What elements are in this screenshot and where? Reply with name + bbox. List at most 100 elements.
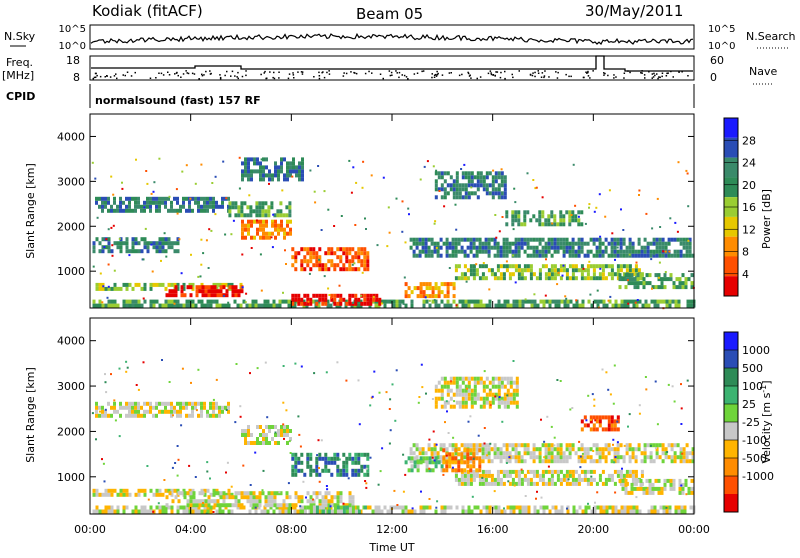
range-cell — [541, 481, 545, 486]
range-cell — [586, 249, 590, 254]
range-cell — [324, 251, 328, 256]
range-cell — [212, 204, 215, 209]
range-cell — [247, 425, 250, 429]
range-cell — [470, 175, 474, 180]
range-cell — [524, 299, 528, 304]
range-cell — [152, 303, 156, 308]
range-cell — [502, 276, 506, 281]
range-cell — [348, 263, 352, 268]
range-cell — [523, 477, 527, 482]
range-cell — [557, 303, 561, 308]
range-cell — [222, 499, 226, 504]
range-cell — [137, 303, 141, 308]
range-cell — [582, 267, 585, 270]
range-cell — [203, 488, 207, 493]
range-cell — [524, 298, 527, 301]
range-cell — [517, 237, 521, 242]
range-cell — [580, 276, 584, 281]
range-cell — [681, 452, 684, 455]
range-cell — [496, 473, 500, 478]
range-cell — [497, 400, 501, 405]
range-cell — [595, 206, 598, 209]
range-cell — [557, 271, 560, 274]
range-cell — [313, 372, 316, 375]
range-cell — [574, 451, 578, 456]
range-cell — [500, 171, 504, 176]
range-cell — [149, 282, 153, 287]
range-cell — [458, 299, 462, 304]
range-cell — [351, 259, 355, 264]
range-cell — [544, 222, 548, 227]
range-cell — [521, 303, 525, 308]
range-cell — [500, 396, 504, 401]
range-cell — [167, 505, 171, 510]
range-cell — [256, 157, 259, 162]
range-cell — [595, 249, 599, 254]
range-cell — [472, 253, 476, 258]
range-cell — [443, 380, 447, 385]
range-cell — [312, 499, 316, 504]
range-cell — [283, 433, 286, 437]
range-cell — [526, 447, 530, 452]
range-cell — [493, 481, 497, 486]
range-cell — [506, 505, 510, 510]
nave-dot — [353, 71, 355, 74]
range-cell — [446, 410, 448, 413]
range-cell — [299, 505, 302, 508]
range-cell — [378, 297, 382, 302]
range-cell — [559, 455, 563, 460]
range-cell — [104, 196, 107, 201]
range-cell — [428, 303, 432, 308]
range-cell — [428, 456, 432, 461]
range-cell — [301, 165, 304, 170]
range-cell — [345, 251, 349, 256]
range-cell — [297, 468, 301, 473]
range-cell — [275, 505, 279, 510]
range-cell — [210, 229, 213, 232]
range-cell — [443, 505, 447, 510]
range-cell — [315, 460, 319, 465]
range-cell — [547, 477, 551, 482]
range-cell — [637, 237, 641, 242]
range-cell — [472, 276, 476, 281]
range-cell — [499, 249, 503, 254]
range-cell — [308, 272, 311, 275]
range-cell — [285, 495, 289, 500]
range-cell — [237, 213, 241, 218]
range-cell — [324, 503, 328, 508]
range-cell — [449, 505, 453, 510]
range-cell — [622, 249, 626, 254]
range-cell — [137, 204, 140, 209]
range-cell — [271, 222, 274, 225]
range-cell — [648, 486, 652, 491]
range-cell — [607, 253, 611, 258]
range-cell — [463, 272, 467, 277]
range-cell — [470, 191, 474, 196]
range-cell — [268, 429, 271, 433]
range-cell — [286, 231, 289, 236]
range-cell — [336, 505, 340, 510]
range-cell — [673, 455, 677, 460]
range-cell — [553, 241, 557, 246]
range-cell — [330, 495, 334, 500]
range-cell — [98, 196, 101, 201]
range-cell — [511, 469, 515, 474]
range-cell — [143, 245, 147, 250]
range-cell — [272, 303, 276, 308]
range-cell — [455, 171, 459, 176]
range-cell — [422, 290, 426, 295]
range-cell — [173, 208, 176, 213]
range-cell — [595, 415, 599, 420]
range-cell — [134, 409, 137, 414]
range-cell — [306, 301, 310, 306]
range-cell — [149, 241, 153, 246]
range-cell — [663, 478, 667, 483]
range-cell — [664, 447, 668, 452]
range-cell — [553, 447, 557, 452]
range-cell — [197, 196, 200, 201]
range-cell — [445, 241, 449, 246]
range-cell — [278, 227, 281, 230]
range-cell — [385, 391, 388, 394]
x-tick-label: 08:00 — [275, 523, 307, 536]
range-cell — [652, 237, 656, 242]
